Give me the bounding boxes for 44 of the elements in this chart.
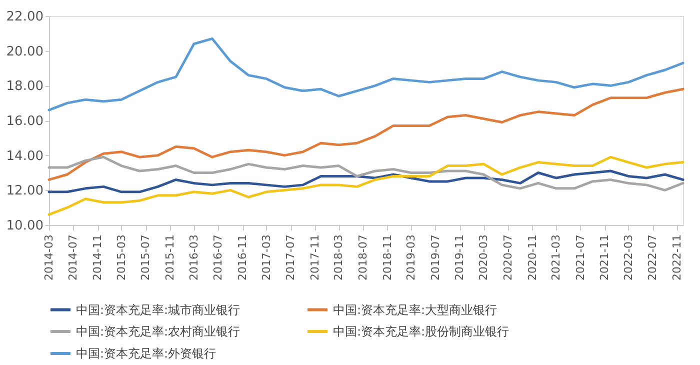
x-tick-label: 2019-03 <box>404 234 418 280</box>
x-tick-label: 2020-11 <box>526 234 539 280</box>
y-tick-label: 18.00 <box>6 79 44 94</box>
y-tick-label: 10.00 <box>6 218 44 234</box>
x-tick-label: 2016-07 <box>212 234 225 280</box>
y-tick-label: 16.00 <box>6 114 44 129</box>
y-tick-label: 20.00 <box>6 44 44 60</box>
x-tick-label: 2021-11 <box>598 234 612 280</box>
y-tick-label: 22.00 <box>6 10 44 24</box>
x-tick-label: 2022-07 <box>646 234 660 280</box>
x-tick-label: 2016-03 <box>187 234 200 280</box>
x-tick-label: 2021-07 <box>574 234 587 280</box>
legend-label: 中国:资本充足率:农村商业银行 <box>76 324 240 338</box>
x-tick-label: 2015-03 <box>114 234 128 280</box>
line-series <box>48 37 684 112</box>
x-tick-label: 2019-07 <box>428 234 442 280</box>
x-tick-label: 2022-03 <box>622 234 635 280</box>
x-tick-label: 2021-03 <box>550 234 563 280</box>
legend-label: 中国:资本充足率:城市商业银行 <box>76 302 240 317</box>
x-tick-label: 2017-03 <box>260 234 273 280</box>
x-tick-label: 2020-03 <box>477 234 490 280</box>
x-tick-label: 2014-07 <box>66 234 80 280</box>
x-tick-label: 2020-07 <box>501 234 514 280</box>
line-series <box>48 88 684 181</box>
x-tick-label: 2018-11 <box>380 234 394 280</box>
x-tick-label: 2014-11 <box>91 234 104 280</box>
legend-label: 中国:资本充足率:大型商业银行 <box>333 302 498 317</box>
y-tick-label: 12.00 <box>6 184 44 199</box>
x-tick-label: 2022-11 <box>670 234 684 280</box>
x-tick-label: 2014-03 <box>42 234 56 280</box>
legend-label: 中国:资本充足率:股份制商业银行 <box>333 324 510 338</box>
y-tick-label: 14.00 <box>6 148 44 164</box>
x-tick-label: 2019-11 <box>453 234 466 280</box>
line-series <box>48 156 684 192</box>
x-tick-label: 2017-11 <box>308 234 322 280</box>
line-series <box>48 156 684 216</box>
line-series <box>48 170 684 194</box>
x-tick-label: 2017-07 <box>284 234 298 280</box>
x-tick-label: 2016-11 <box>236 234 250 280</box>
x-tick-label: 2018-07 <box>356 234 370 280</box>
x-tick-label: 2015-07 <box>139 234 152 280</box>
x-tick-label: 2018-03 <box>332 234 346 280</box>
x-tick-label: 2015-11 <box>163 234 176 280</box>
legend-label: 中国:资本充足率:外资银行 <box>76 346 216 360</box>
